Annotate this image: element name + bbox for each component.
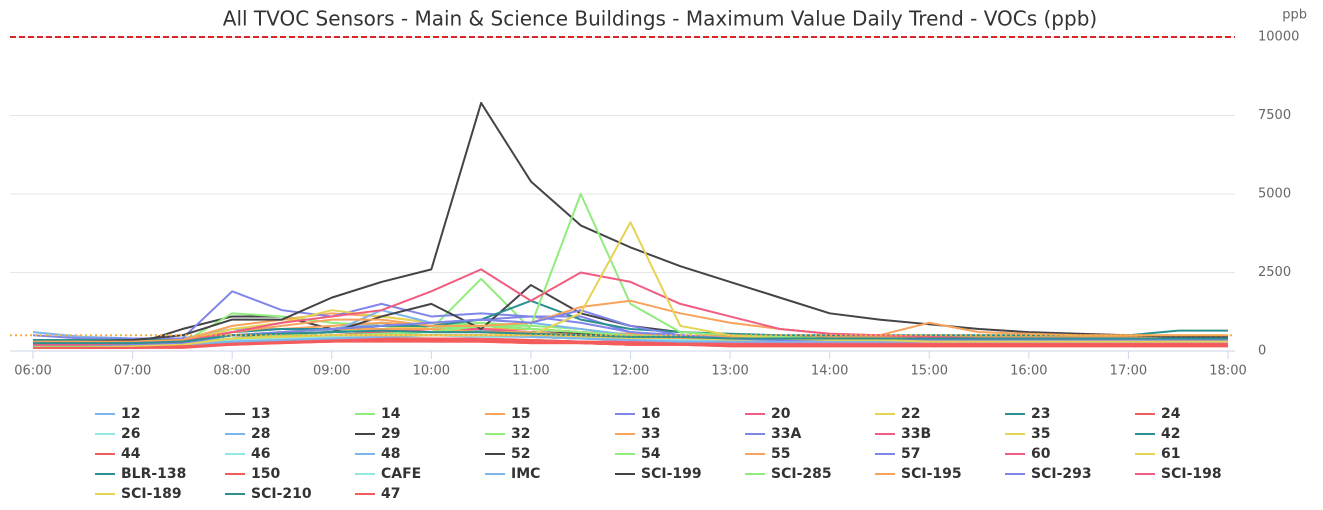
legend-label: 33B [901, 426, 931, 442]
legend-label: 13 [251, 406, 270, 422]
legend-label: 28 [251, 426, 270, 442]
legend-label: 15 [511, 406, 530, 422]
x-tick-label: 14:00 [811, 364, 848, 379]
legend-label: 46 [251, 446, 270, 462]
legend-label: 52 [511, 446, 530, 462]
y-tick-label: 0 [1258, 344, 1266, 359]
x-tick-label: 07:00 [114, 364, 151, 379]
legend-label: 26 [121, 426, 140, 442]
series-line [33, 101, 1228, 343]
y-tick-label: 5000 [1258, 187, 1291, 202]
legend-label: IMC [511, 466, 540, 482]
legend-label: SCI-198 [1161, 466, 1222, 482]
legend-label: 44 [121, 446, 141, 462]
legend-label: 60 [1031, 446, 1051, 462]
legend-label: 61 [1161, 446, 1180, 462]
legend-label: 33A [771, 426, 801, 442]
legend-label: 14 [381, 406, 401, 422]
legend-label: 57 [901, 446, 920, 462]
series-line [33, 340, 1228, 349]
series-line [33, 193, 1228, 348]
y-tick-label: 7500 [1258, 108, 1291, 123]
legend-label: 16 [641, 406, 660, 422]
legend-label: 24 [1161, 406, 1181, 422]
x-tick-label: 09:00 [313, 364, 350, 379]
x-tick-label: 11:00 [512, 364, 549, 379]
legend-label: 42 [1161, 426, 1180, 442]
legend-label: SCI-210 [251, 486, 312, 502]
y-axis-title: ppb [1282, 8, 1307, 23]
legend-label: 22 [901, 406, 920, 422]
x-tick-label: 08:00 [213, 364, 250, 379]
chart-title: All TVOC Sensors - Main & Science Buildi… [223, 7, 1097, 31]
legend-label: 32 [511, 426, 530, 442]
series-line [33, 221, 1228, 349]
x-tick-label: 06:00 [14, 364, 51, 379]
legend-label: 54 [641, 446, 661, 462]
legend-label: 20 [771, 406, 791, 422]
x-tick-label: 17:00 [1110, 364, 1147, 379]
legend-label: SCI-285 [771, 466, 832, 482]
y-tick-label: 2500 [1258, 265, 1291, 280]
x-tick-label: 13:00 [711, 364, 748, 379]
legend-label: 33 [641, 426, 660, 442]
legend-label: 55 [771, 446, 790, 462]
legend-label: CAFE [381, 466, 421, 482]
legend-label: 48 [381, 446, 400, 462]
legend-label: 12 [121, 406, 140, 422]
legend-label: 29 [381, 426, 400, 442]
legend-label: SCI-195 [901, 466, 962, 482]
x-tick-label: 18:00 [1209, 364, 1246, 379]
x-tick-label: 12:00 [612, 364, 649, 379]
legend-label: SCI-199 [641, 466, 702, 482]
legend-label: SCI-293 [1031, 466, 1092, 482]
legend-label: SCI-189 [121, 486, 182, 502]
legend-label: 150 [251, 466, 280, 482]
x-tick-label: 16:00 [1010, 364, 1047, 379]
x-tick-label: 10:00 [413, 364, 450, 379]
legend-label: 35 [1031, 426, 1050, 442]
series-line [33, 329, 1228, 345]
legend-label: 23 [1031, 406, 1050, 422]
y-tick-label: 10000 [1258, 30, 1299, 45]
legend-label: 47 [381, 486, 400, 502]
x-tick-label: 15:00 [911, 364, 948, 379]
legend-label: BLR-138 [121, 466, 186, 482]
